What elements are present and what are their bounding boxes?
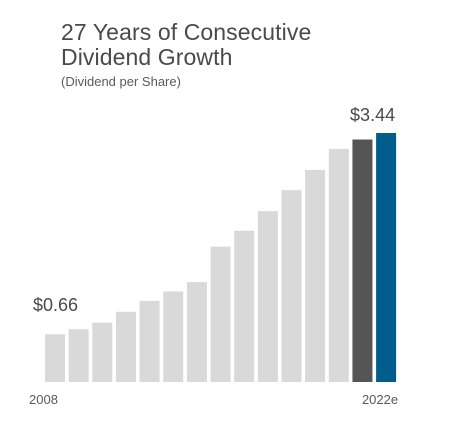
chart-title: 27 Years of Consecutive Dividend Growth — [61, 20, 311, 70]
bar-2013 — [163, 291, 184, 382]
x-tick-label-last: 2022e — [362, 392, 398, 407]
bar-2015 — [210, 246, 231, 382]
bar-2016 — [234, 230, 255, 382]
bar-2017 — [257, 211, 278, 382]
chart-title-line-1: 27 Years of Consecutive — [61, 19, 312, 45]
labels-group: $0.66 $3.44 2008 2022e — [29, 105, 398, 407]
bar-2008 — [45, 334, 65, 382]
bar-2009 — [68, 329, 89, 382]
bar-2018 — [281, 190, 302, 382]
bar-2014 — [186, 282, 207, 382]
bar-2022e — [376, 133, 397, 382]
chart-title-line-2: Dividend Growth — [61, 44, 233, 70]
chart-subtitle: (Dividend per Share) — [61, 74, 181, 89]
bar-2010 — [92, 322, 113, 382]
bar-2019 — [305, 169, 326, 382]
bars-group — [45, 133, 397, 382]
bar-2020 — [328, 148, 349, 382]
data-label-first: $0.66 — [33, 295, 78, 315]
bar-2021 — [352, 139, 373, 382]
x-tick-label-first: 2008 — [29, 392, 58, 407]
bar-2012 — [139, 300, 160, 382]
data-label-last: $3.44 — [350, 105, 395, 125]
bar-2011 — [115, 311, 136, 382]
